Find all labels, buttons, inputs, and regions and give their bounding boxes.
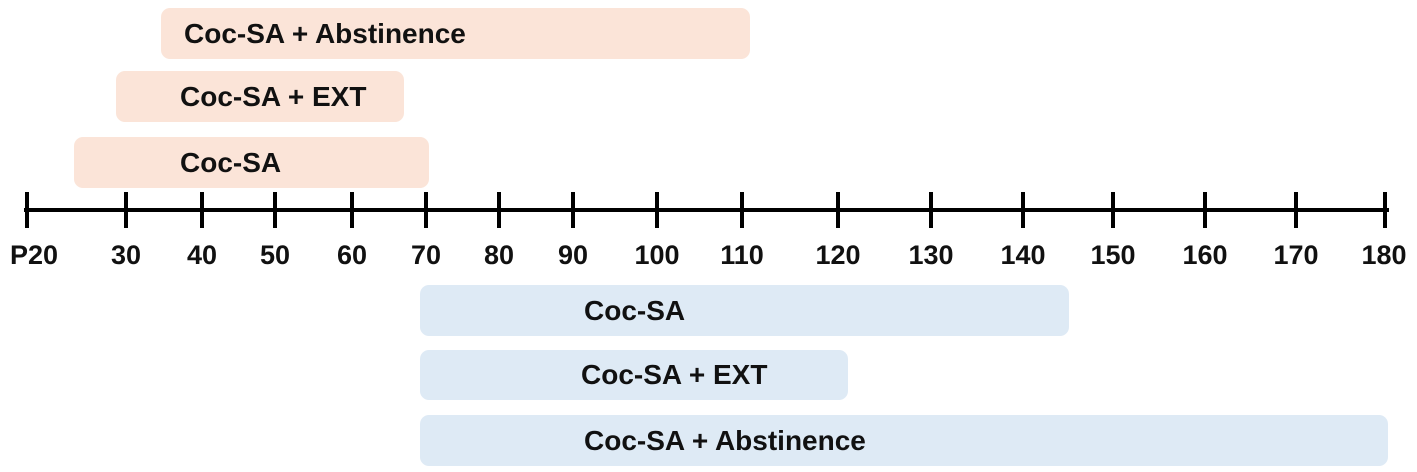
bottom-bar-coc-sa-ext: Coc-SA + EXT bbox=[420, 350, 848, 400]
tick-label: 100 bbox=[634, 240, 680, 270]
tick-label: 110 bbox=[720, 240, 764, 270]
tick-label: 40 bbox=[186, 240, 218, 270]
bottom-bar-coc-sa: Coc-SA bbox=[420, 285, 1069, 336]
top-bar-coc-sa: Coc-SA bbox=[74, 137, 429, 188]
tick-label: 160 bbox=[1182, 240, 1228, 270]
top-bar-label: Coc-SA + EXT bbox=[180, 80, 367, 112]
tick-label: 70 bbox=[410, 240, 442, 270]
tick-label: 180 bbox=[1361, 240, 1407, 270]
tick-label: 50 bbox=[259, 240, 291, 270]
tick-label: 170 bbox=[1273, 240, 1319, 270]
tick-label: P20 bbox=[9, 240, 59, 270]
bottom-bar-label: Coc-SA + EXT bbox=[581, 359, 768, 390]
timeline-axis bbox=[24, 192, 1389, 228]
tick-label: 30 bbox=[110, 240, 142, 270]
top-bar-label: Coc-SA bbox=[180, 146, 282, 178]
tick-label: 60 bbox=[336, 240, 368, 270]
top-bar-label: Coc-SA + Abstinence bbox=[184, 17, 466, 49]
top-bar-coc-sa-abstinence: Coc-SA + Abstinence bbox=[161, 8, 750, 59]
tick-label: 140 bbox=[1000, 240, 1046, 270]
tick-label: 120 bbox=[815, 240, 861, 270]
top-bar-coc-sa-ext: Coc-SA + EXT bbox=[116, 71, 404, 122]
tick-label: 80 bbox=[483, 240, 515, 270]
tick-label: 130 bbox=[908, 240, 954, 270]
bottom-bar-label: Coc-SA + Abstinence bbox=[584, 424, 866, 456]
tick-label: 150 bbox=[1090, 240, 1136, 270]
tick-label: 90 bbox=[557, 240, 589, 270]
bottom-bar-coc-sa-abstinence: Coc-SA + Abstinence bbox=[420, 415, 1388, 466]
bottom-bar-label: Coc-SA bbox=[584, 294, 686, 326]
